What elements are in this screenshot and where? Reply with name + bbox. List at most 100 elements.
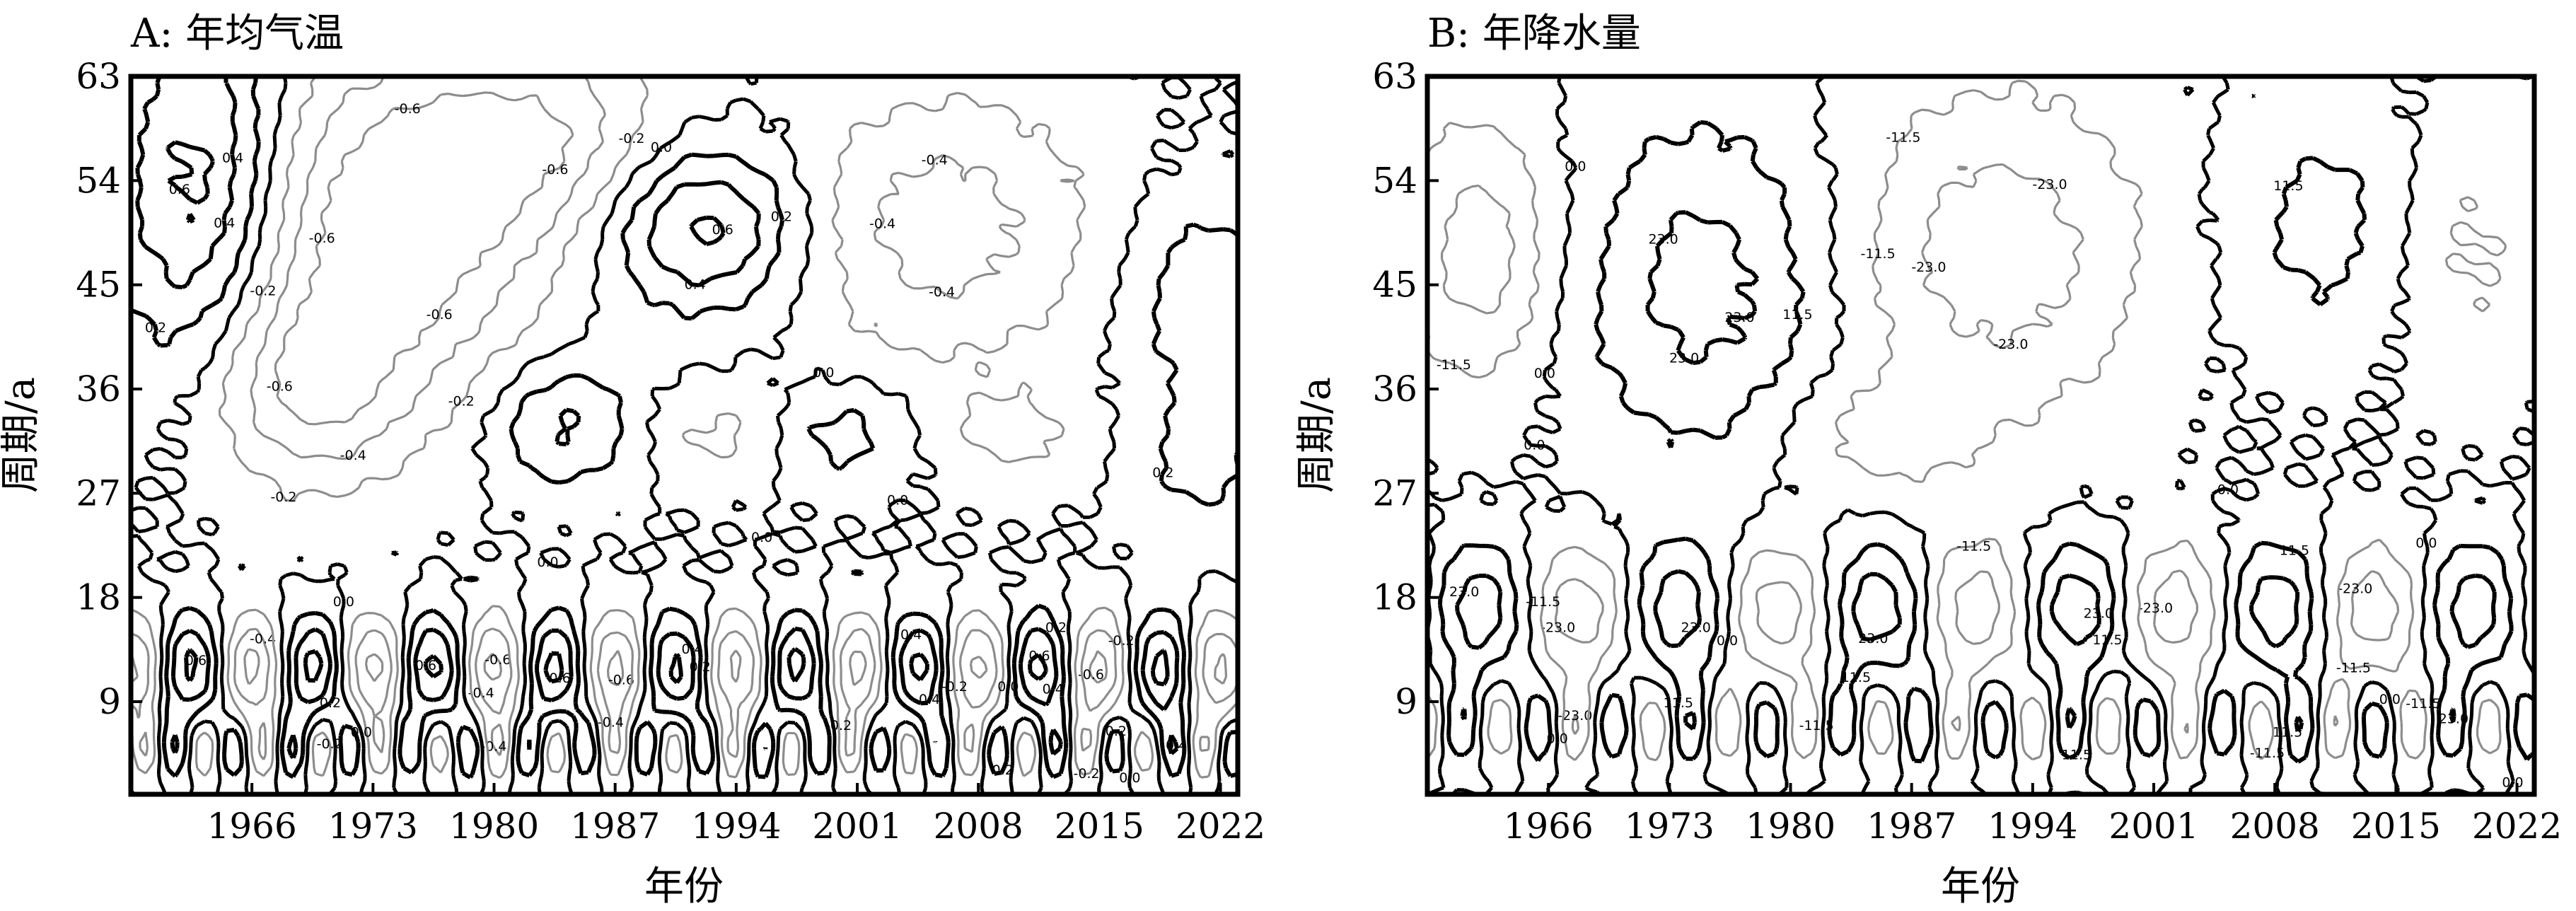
contour-label: 0.0 <box>751 530 772 545</box>
x-tick-label: 1973 <box>328 806 418 847</box>
contour-label: 11.5 <box>2092 632 2122 648</box>
contour-label: -0.4 <box>869 216 895 231</box>
y-tick-label: 27 <box>76 472 121 513</box>
contour-label: 0.6 <box>185 653 207 668</box>
contour-neg11_5 <box>1427 79 2507 762</box>
panel-a-contours: -0.6 -0.6 -0.6 -0.6 -0.6 -0.6 -0.6 -0.6 -0.4 -0.4… <box>131 76 1238 794</box>
contour-label: -0.6 <box>542 162 568 178</box>
x-tick-label: 1973 <box>1625 806 1715 847</box>
contour-label: -0.4 <box>598 714 624 730</box>
panel-b-contours: -23.0 -23.0 -23.0 -23.0 -23.0 -23.0 -23.0 -11.5… <box>1427 76 2534 794</box>
contour-label: 11.5 <box>1841 670 1871 685</box>
y-tick-label: 9 <box>1395 681 1417 722</box>
contour-label: 0.2 <box>145 320 166 335</box>
contour-label: -0.6 <box>267 378 293 394</box>
contour-label: 0.0 <box>1119 770 1140 786</box>
contour-label: -23.0 <box>1993 337 2028 352</box>
contour-label: 23.0 <box>1681 620 1711 636</box>
contour-label: -0.4 <box>480 738 506 754</box>
contour-label: 0.4 <box>1043 682 1064 697</box>
x-tick-label: 1994 <box>691 806 781 847</box>
contour-label: 0.0 <box>651 140 672 156</box>
contour-label: 0.0 <box>537 555 558 570</box>
y-tick-label: 36 <box>76 369 121 410</box>
contour-label: -11.5 <box>2336 661 2371 676</box>
x-tick-label: 1987 <box>570 806 660 847</box>
contour-23 <box>1455 210 2497 733</box>
contour-label: 0.0 <box>2217 482 2239 497</box>
y-tick-label: 63 <box>76 56 121 97</box>
contour-label: 11.5 <box>1782 307 1812 323</box>
panel-a-xlabel: 年份 <box>644 864 724 910</box>
contour-neg0_4 <box>131 76 1238 760</box>
x-tick-label: 2001 <box>812 806 902 847</box>
panel-b-ylabel: 周期/a <box>1294 377 1340 493</box>
contour-label: 0.4 <box>214 216 235 231</box>
contour-label: 0.2 <box>320 695 341 711</box>
y-tick-label: 27 <box>1372 472 1417 513</box>
contour-label: 11.5 <box>2062 748 2091 763</box>
contour-label: 23.0 <box>2439 711 2468 726</box>
contour-label: -11.5 <box>2406 696 2440 712</box>
contour-label: -0.4 <box>340 448 366 463</box>
contour-label: 0.6 <box>712 222 733 238</box>
contour-neg0_6 <box>131 91 1228 687</box>
panel-a-ylabel: 周期/a <box>0 377 44 493</box>
contour-label: 0.0 <box>1565 159 1586 175</box>
contour-label: 0.0 <box>2502 775 2523 791</box>
contour-label: 0.4 <box>681 642 702 657</box>
contour-0_4 <box>135 76 1180 760</box>
contour-label: 23.0 <box>1858 631 1888 646</box>
contour-label: 11.5 <box>1664 695 1693 711</box>
panel-a-title: A: 年均气温 <box>130 11 344 57</box>
x-tick-label: 2022 <box>1176 806 1265 847</box>
contour-label: -0.4 <box>468 685 494 701</box>
contour-11_5 <box>1437 120 2534 764</box>
x-tick-label: 2015 <box>1055 806 1144 847</box>
contour-label: 23.0 <box>1669 351 1699 366</box>
contour-label: -0.6 <box>395 101 421 117</box>
contour-label: -0.2 <box>250 284 276 299</box>
contour-label: -0.2 <box>618 131 644 146</box>
contour-label: 0.0 <box>1717 633 1738 649</box>
contour-label: 0.6 <box>549 671 570 686</box>
contour-label: 23.0 <box>2084 606 2113 622</box>
panel-b-frame <box>1425 74 2537 797</box>
contour-label: 0.0 <box>1534 366 1555 381</box>
x-tick-label: 2022 <box>2472 806 2562 847</box>
contour-0_6 <box>165 140 1170 687</box>
contour-label: 0.2 <box>992 762 1014 778</box>
x-tick-label: 1966 <box>1504 806 1594 847</box>
contour-label: -0.2 <box>941 679 968 695</box>
contour-label: 0.0 <box>333 594 354 610</box>
contour-label: 23.0 <box>1724 310 1754 325</box>
contour-label: 23.0 <box>1648 232 1678 248</box>
contour-label: 0.4 <box>900 627 922 643</box>
contour-label: 0.2 <box>1152 465 1173 481</box>
contour-label: -11.5 <box>1886 130 1920 146</box>
contour-label: -11.5 <box>1526 594 1560 610</box>
contour-label: -0.6 <box>608 673 634 688</box>
contour-label: -0.6 <box>1078 667 1104 683</box>
y-tick-label: 36 <box>1372 369 1417 410</box>
contour-label: 0.0 <box>1524 438 1545 453</box>
y-tick-label: 18 <box>1372 577 1417 618</box>
contour-label: -23.0 <box>1557 708 1592 724</box>
contour-label: -23.0 <box>2338 581 2372 597</box>
contour-neg0_2 <box>131 76 1238 779</box>
panel-b-ticks: 1966 1973 1980 1987 1994 2001 2008 2015 2022 9 18 2… <box>1372 56 2562 847</box>
contour-label: -0.2 <box>448 394 475 410</box>
contour-label: 0.0 <box>2379 692 2401 707</box>
contour-0 <box>1427 76 2534 794</box>
x-tick-label: 1994 <box>1988 806 2077 847</box>
y-tick-label: 54 <box>1372 160 1417 201</box>
contour-label: 0.2 <box>1106 724 1127 739</box>
contour-label: 0.2 <box>771 209 792 224</box>
contour-label: 0.6 <box>415 658 436 673</box>
contour-label: -23.0 <box>2032 177 2067 192</box>
panel-a-ticks: 1966 1973 1980 1987 1994 2001 2008 2015 2022 9 18 2… <box>76 56 1265 847</box>
contour-label: 0.0 <box>2415 535 2437 551</box>
x-tick-label: 2015 <box>2351 806 2441 847</box>
contour-label: 11.5 <box>2273 178 2303 194</box>
